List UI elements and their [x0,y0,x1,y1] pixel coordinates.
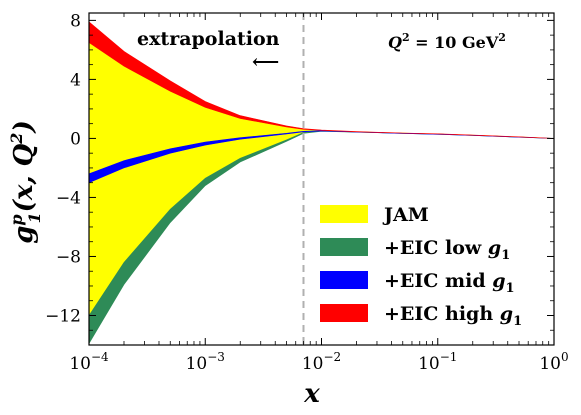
legend: JAM +EIC low g1 +EIC mid g1 +EIC high g1 [320,204,522,329]
legend-label: +EIC mid g1 [384,270,515,296]
legend-label: +EIC low g1 [384,237,510,263]
extrapolation-arrow: ⟵ [252,51,279,73]
y-axis: 8 4 0 −4 −8 −12 [45,11,554,346]
legend-swatch [320,271,368,289]
x-tick-label: 10−3 [186,350,225,374]
legend-swatch [320,205,368,223]
y-tick-label: −12 [45,306,81,326]
y-tick-label: 8 [70,11,81,31]
q2-label: Q2 = 10 GeV2 [388,31,506,52]
x-axis: 10−4 10−3 10−2 10−1 100 [69,13,569,374]
data-bands [89,21,554,345]
legend-swatch [320,304,368,322]
y-tick-label: 4 [70,70,81,90]
legend-swatch [320,238,368,256]
x-tick-label: 10−1 [418,350,457,374]
x-tick-label: 10−2 [302,350,341,374]
legend-label: +EIC high g1 [384,303,522,329]
y-tick-label: −4 [56,188,81,208]
y-axis-label: gp1(x, Q2) [7,120,44,244]
x-tick-label: 10−4 [69,350,109,374]
band-series-3 [89,21,554,139]
y-tick-label: 0 [70,129,81,149]
legend-label: JAM [382,204,429,226]
x-tick-label: 100 [539,350,568,374]
extrapolation-label: extrapolation [137,28,280,50]
x-axis-label: x [303,379,320,409]
y-tick-label: −8 [56,247,81,267]
